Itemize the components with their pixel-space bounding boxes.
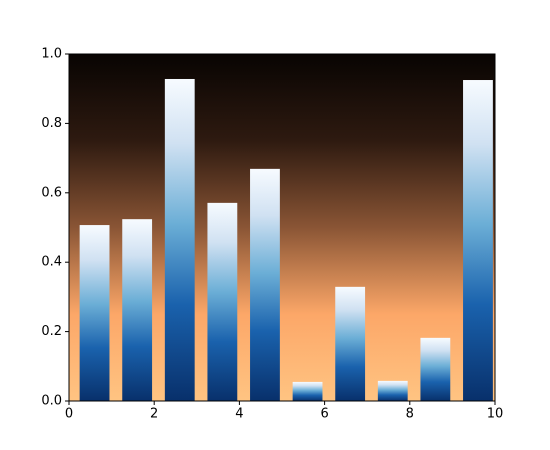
bar [463,80,493,402]
x-tick-label: 4 [235,407,243,422]
bar [420,337,451,401]
axes-frame [68,53,496,402]
y-tick-label: 0.6 [41,185,62,200]
bar [335,286,366,401]
y-tick-label: 0.2 [41,324,62,339]
y-tick-label: 0.0 [41,394,62,409]
bar [250,168,280,401]
bar [164,78,195,401]
y-tick-label: 1.0 [41,47,62,62]
x-tick-label: 6 [320,407,328,422]
y-tick-label: 0.8 [41,116,62,131]
bar [377,380,408,401]
x-tick-label: 10 [487,407,504,422]
bar [122,219,153,401]
y-tick-label: 0.4 [41,255,62,270]
bar [292,381,323,401]
x-tick-label: 8 [406,407,414,422]
bar [79,225,110,401]
x-tick-label: 2 [150,407,158,422]
bar [207,202,238,401]
x-tick-label: 0 [65,407,73,422]
